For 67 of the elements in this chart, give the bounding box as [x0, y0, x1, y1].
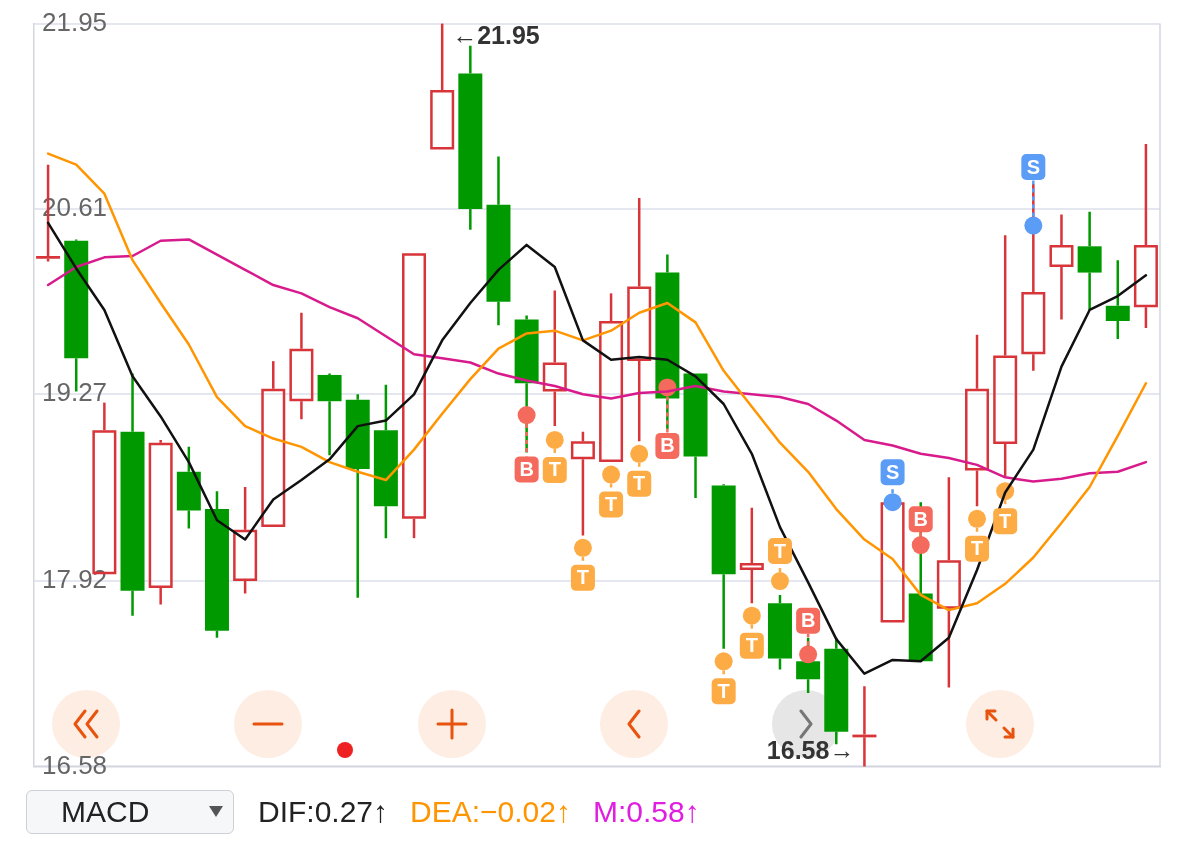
- candlestick: [683, 373, 708, 500]
- point: [968, 509, 987, 528]
- point: [911, 536, 930, 555]
- candlestick: [402, 253, 427, 540]
- data-label: T: [745, 634, 758, 657]
- data-label: B: [913, 507, 928, 530]
- candlestick: [148, 438, 173, 606]
- point: [602, 465, 621, 484]
- annotation: 16.58→: [766, 736, 855, 765]
- candlestick: [345, 393, 370, 599]
- candlestick: [486, 155, 511, 327]
- point: [883, 493, 902, 512]
- y-tick-label: 17.92: [42, 564, 108, 595]
- candlestick: [1077, 210, 1102, 312]
- point: [714, 652, 733, 671]
- candlestick: [965, 333, 990, 508]
- candlestick: [373, 383, 398, 540]
- candlestick: [120, 372, 145, 617]
- candlestick: [542, 289, 567, 428]
- point: [1024, 216, 1043, 235]
- candlestick: [204, 489, 229, 640]
- candlestick: [176, 445, 201, 530]
- y-tick-label: 19.27: [42, 377, 108, 408]
- data-label: S: [885, 460, 900, 483]
- candlestick: [739, 506, 764, 605]
- text: DIF:0.27↑: [258, 795, 389, 829]
- candlestick: [1105, 258, 1130, 341]
- data-label: B: [519, 457, 534, 480]
- data-label: B: [660, 434, 675, 457]
- candlestick: [458, 44, 483, 231]
- text: M:0.58↑: [593, 795, 700, 829]
- candlestick: [767, 593, 792, 671]
- data-label: S: [1026, 155, 1040, 178]
- annotation: ←21.95: [452, 21, 540, 50]
- point: [630, 444, 649, 463]
- point: [770, 572, 789, 591]
- candlestick: [993, 233, 1018, 478]
- candlestick: [1021, 182, 1046, 373]
- data-label: T: [773, 539, 787, 562]
- candlestick: [627, 196, 652, 443]
- candlestick: [599, 292, 624, 463]
- candlestick: [570, 430, 595, 537]
- data-label: T: [548, 458, 561, 481]
- candlestick: [1049, 213, 1074, 321]
- text: DEA:−0.02↑: [410, 795, 571, 829]
- data-label: B: [800, 609, 816, 632]
- data-label: T: [633, 472, 646, 495]
- candlestick: [796, 636, 821, 695]
- data-label: T: [999, 509, 1012, 532]
- y-tick-label: 16.58: [42, 749, 108, 780]
- point: [573, 538, 592, 557]
- candlestick: [1133, 142, 1158, 330]
- point: [799, 645, 818, 664]
- data-label: T: [970, 537, 984, 560]
- candlestick: [261, 359, 286, 528]
- point: [517, 406, 536, 425]
- candlestick: [289, 311, 314, 421]
- indicator-dropdown: MACD: [26, 790, 234, 834]
- y-tick-label: 21.95: [42, 6, 108, 37]
- candlestick: [936, 476, 961, 689]
- data-label: T: [717, 679, 730, 702]
- point: [545, 430, 564, 449]
- point: [742, 606, 761, 625]
- data-label: T: [576, 566, 590, 589]
- candlestick: [233, 485, 258, 595]
- candlestick: [430, 22, 455, 150]
- data-label: T: [604, 493, 618, 516]
